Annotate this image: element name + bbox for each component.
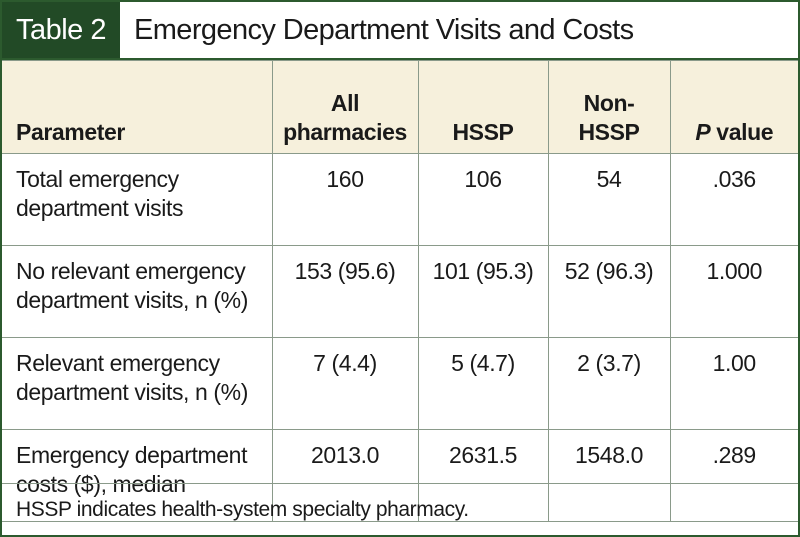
table-number-label: Table 2 <box>2 2 120 58</box>
header-row: Parameter All pharmacies HSSP Non- HSSP P … <box>2 60 798 154</box>
row-parameter: Relevant emergency department visits, n (… <box>2 337 273 430</box>
table-row: Total emergency department visits 160 106… <box>2 153 798 246</box>
cell-non-hssp: 1548.0 <box>547 429 671 522</box>
cell-non-hssp: 54 <box>547 153 671 246</box>
column-header-parameter: Parameter <box>2 60 273 154</box>
cell-all-pharmacies: 7 (4.4) <box>271 337 419 430</box>
cell-all-pharmacies: 160 <box>271 153 419 246</box>
cell-all-pharmacies: 153 (95.6) <box>271 245 419 338</box>
cell-hssp: 101 (95.3) <box>417 245 549 338</box>
column-header-hssp: HSSP <box>417 60 549 154</box>
row-parameter: Total emergency department visits <box>2 153 273 246</box>
table-title: Emergency Department Visits and Costs <box>134 13 634 46</box>
cell-p-value: .289 <box>669 429 798 522</box>
cell-hssp: 5 (4.7) <box>417 337 549 430</box>
cell-p-value: 1.000 <box>669 245 798 338</box>
column-header-all-pharmacies: All pharmacies <box>271 60 419 154</box>
column-header-non-hssp: Non- HSSP <box>547 60 671 154</box>
cell-non-hssp: 52 (96.3) <box>547 245 671 338</box>
table-row: Relevant emergency department visits, n (… <box>2 337 798 430</box>
data-table: Parameter All pharmacies HSSP Non- HSSP P … <box>2 60 798 522</box>
cell-p-value: .036 <box>669 153 798 246</box>
table-row: Emergency department costs ($), median 20… <box>2 429 798 522</box>
column-header-p-value: P value <box>669 60 798 154</box>
title-bar: Table 2 Emergency Department Visits and … <box>2 2 798 60</box>
cell-p-value: 1.00 <box>669 337 798 430</box>
cell-hssp: 2631.5 <box>417 429 549 522</box>
table-footnote: HSSP indicates health-system specialty p… <box>2 483 798 535</box>
cell-all-pharmacies: 2013.0 <box>271 429 419 522</box>
row-parameter: Emergency department costs ($), median <box>2 429 273 522</box>
cell-hssp: 106 <box>417 153 549 246</box>
table-row: No relevant emergency department visits, … <box>2 245 798 338</box>
cell-non-hssp: 2 (3.7) <box>547 337 671 430</box>
row-parameter: No relevant emergency department visits, … <box>2 245 273 338</box>
